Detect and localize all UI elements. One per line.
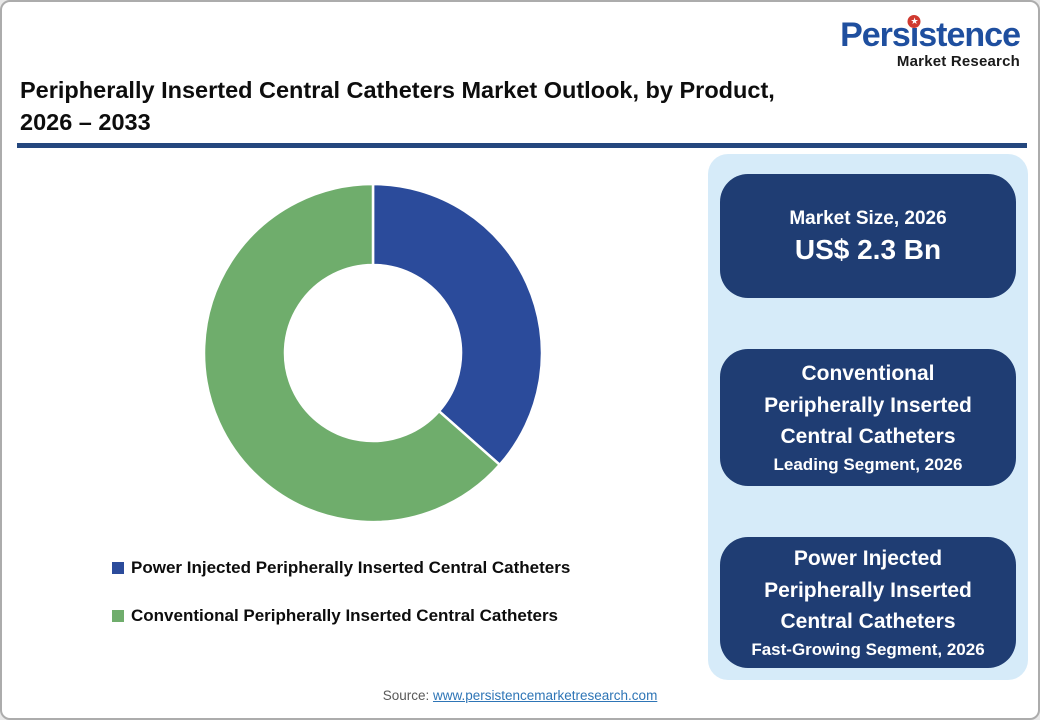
fast-growing-segment-card-title: Power Injected Peripherally Inserted Cen…	[764, 547, 972, 634]
donut-chart	[193, 173, 553, 533]
donut-slice	[371, 182, 544, 467]
brand-name: Persi ★ stence	[840, 15, 1021, 54]
page-title: Peripherally Inserted Central Catheters …	[20, 74, 775, 138]
market-size-card-value: US$ 2.3 Bn	[794, 234, 942, 266]
chart-legend: Power Injected Peripherally Inserted Cen…	[112, 558, 570, 626]
source-line: Source: www.persistencemarketresearch.co…	[2, 688, 1038, 703]
highlight-panel: Market Size, 2026 US$ 2.3 Bn Conventiona…	[708, 154, 1028, 680]
fast-growing-segment-card-subtitle: Fast-Growing Segment, 2026	[751, 639, 985, 659]
market-size-card-title: Market Size, 2026	[789, 207, 947, 229]
title-underline-rule	[17, 143, 1027, 148]
source-link[interactable]: www.persistencemarketresearch.com	[432, 688, 658, 703]
brand-subtitle: Market Research	[896, 53, 1020, 70]
legend-label: Conventional Peripherally Inserted Centr…	[131, 606, 559, 625]
leading-segment-card: Conventional Peripherally Inserted Centr…	[720, 349, 1016, 486]
brand-name-pre: Pers	[840, 16, 911, 54]
legend-swatch-green	[112, 610, 124, 622]
brand-name-post: stence	[918, 16, 1021, 54]
leading-segment-card-subtitle: Leading Segment, 2026	[773, 454, 963, 474]
donut-slice	[202, 182, 502, 524]
legend-item-power-injected: Power Injected Peripherally Inserted Cen…	[112, 558, 570, 578]
legend-swatch-blue	[112, 562, 124, 574]
brand-name-i-letter: i	[909, 16, 920, 54]
page-title-line2: 2026 – 2033	[20, 109, 151, 136]
leading-segment-card-title: Conventional Peripherally Inserted Centr…	[764, 362, 972, 449]
source-label: Source:	[382, 688, 430, 703]
market-size-card: Market Size, 2026 US$ 2.3 Bn	[720, 174, 1016, 298]
brand-name-i: i ★	[907, 15, 921, 54]
fast-growing-segment-card: Power Injected Peripherally Inserted Cen…	[720, 537, 1016, 668]
legend-label: Power Injected Peripherally Inserted Cen…	[131, 558, 571, 577]
donut-chart-svg	[202, 182, 544, 524]
star-icon: ★	[907, 15, 921, 28]
brand-logo: Persi ★ stence Market Research	[840, 15, 1021, 70]
legend-item-conventional: Conventional Peripherally Inserted Centr…	[112, 606, 570, 626]
page-title-line1: Peripherally Inserted Central Catheters …	[20, 77, 775, 103]
